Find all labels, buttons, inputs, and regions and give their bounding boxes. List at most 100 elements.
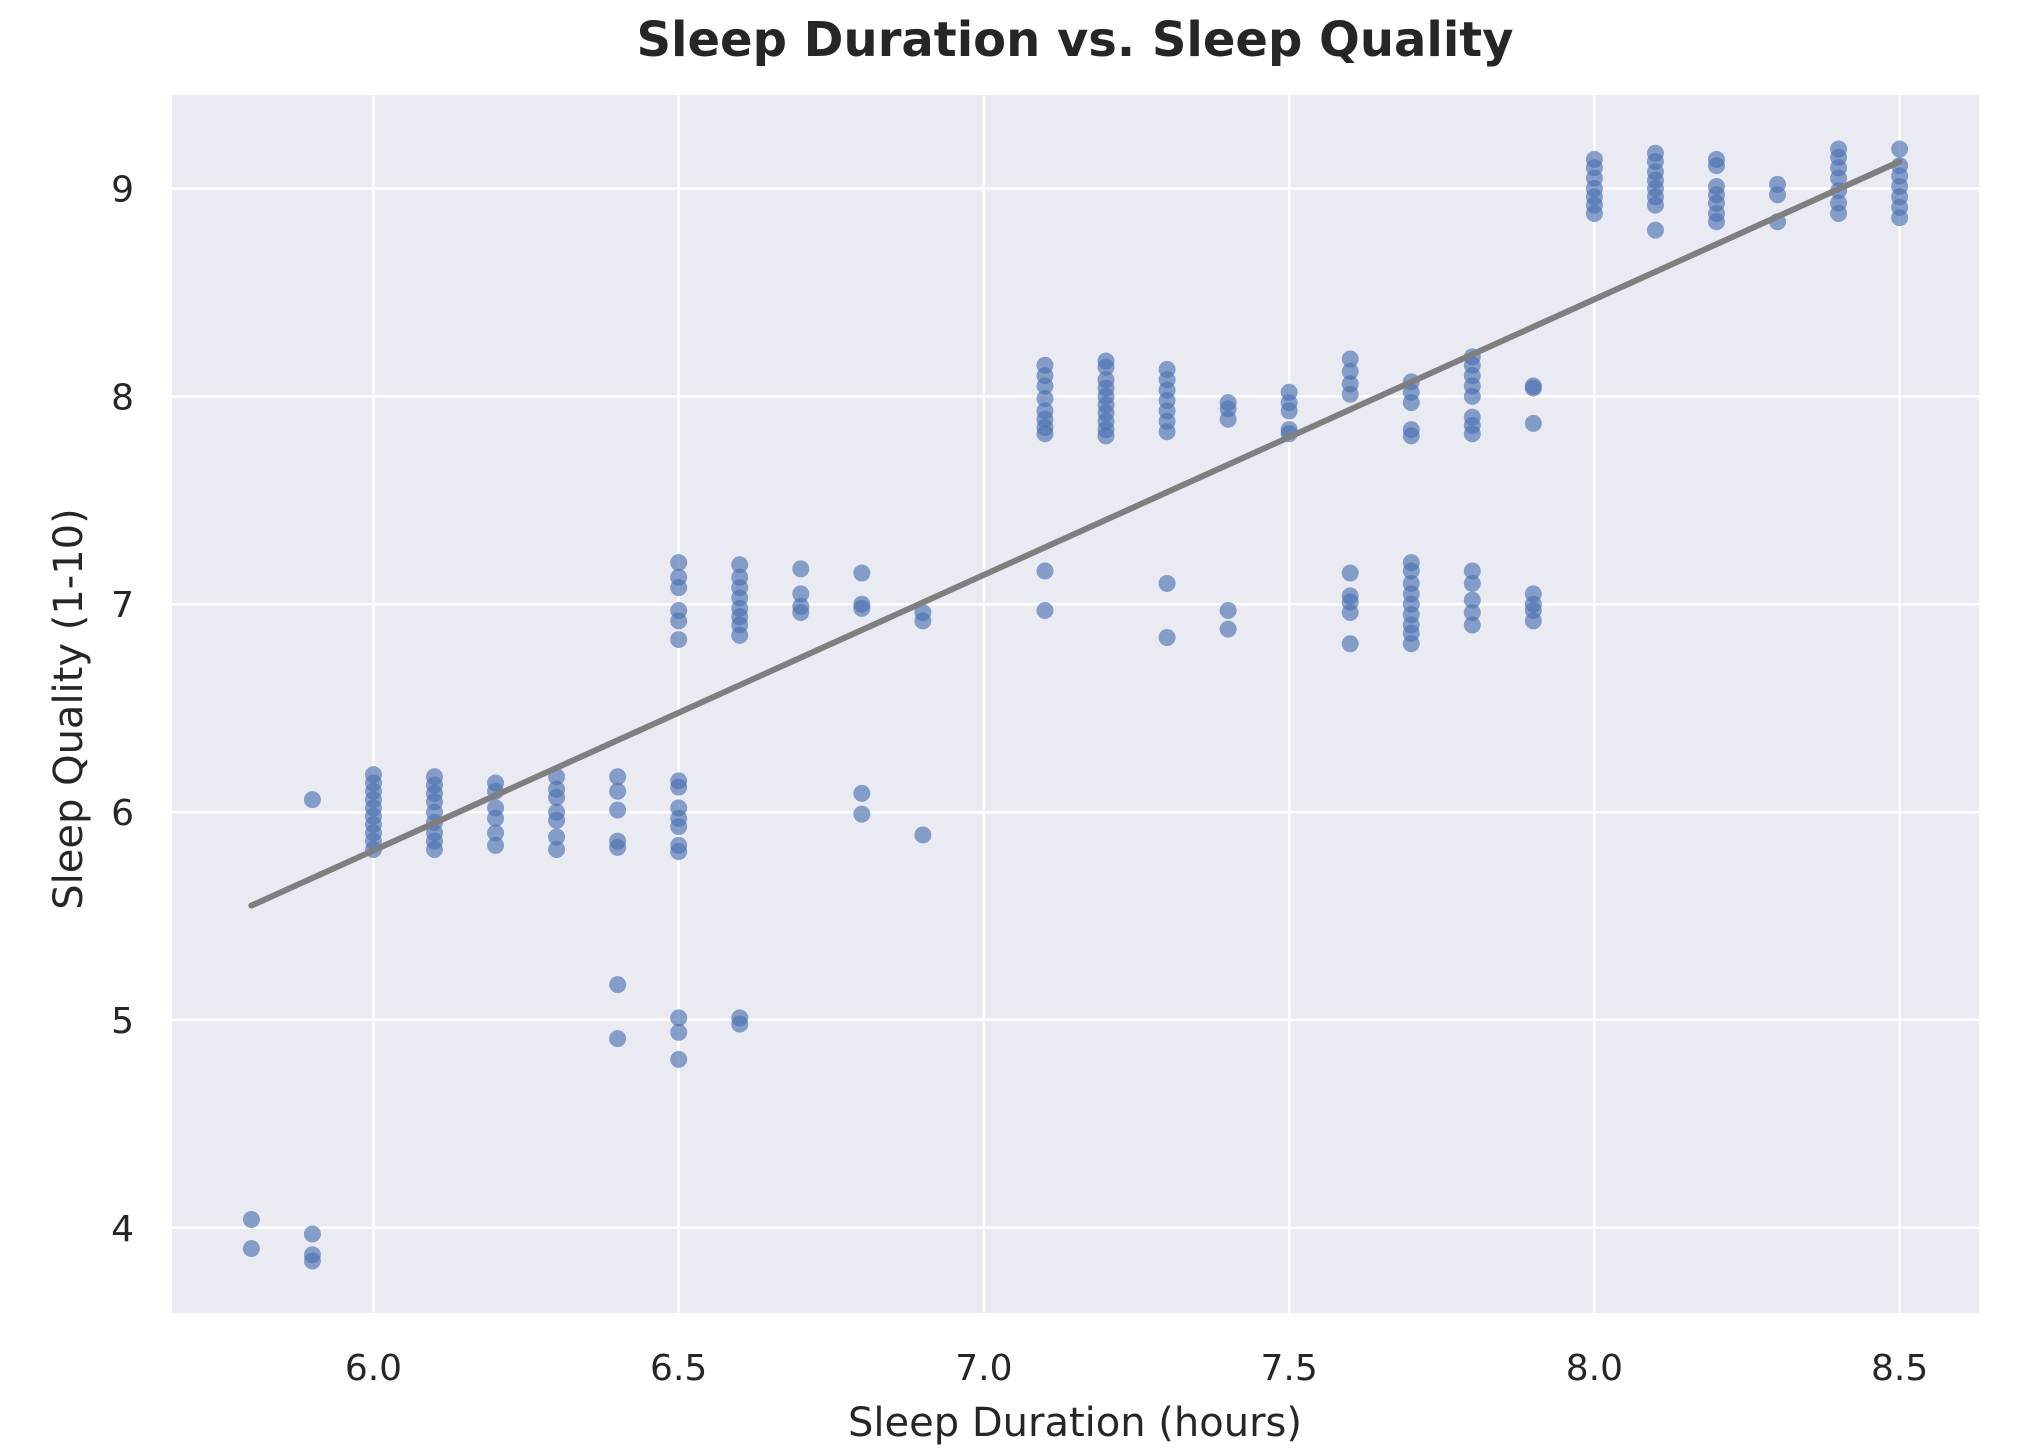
scatter-point [731, 1015, 749, 1033]
scatter-point [1463, 387, 1481, 405]
scatter-point [487, 836, 505, 854]
scatter-point [548, 840, 566, 858]
scatter-point [1891, 140, 1909, 158]
scatter-point [609, 782, 627, 800]
scatter-point [1036, 601, 1054, 619]
scatter-point [670, 612, 688, 630]
scatter-point [1036, 377, 1054, 395]
scatter-point [548, 811, 566, 829]
scatter-point [1280, 402, 1298, 420]
scatter-point [1585, 204, 1603, 222]
grid [172, 95, 1979, 1313]
scatter-point [1219, 601, 1237, 619]
scatter-points [242, 140, 1909, 1270]
scatter-point [1707, 157, 1725, 175]
scatter-point [670, 579, 688, 597]
scatter-point [1891, 209, 1909, 227]
x-tick-label: 8.0 [1566, 1348, 1623, 1389]
scatter-point [609, 976, 627, 994]
regression-line-group [248, 158, 1903, 909]
scatter-point [853, 784, 871, 802]
scatter-point [731, 556, 749, 574]
scatter-point [1402, 562, 1420, 580]
scatter-point [1769, 186, 1787, 204]
scatter-point [242, 1240, 260, 1258]
scatter-point [1341, 385, 1359, 403]
scatter-point [914, 612, 932, 630]
scatter-point [1463, 604, 1481, 622]
scatter-point [670, 554, 688, 572]
y-tick-label: 4 [111, 1209, 134, 1250]
scatter-point [853, 805, 871, 823]
scatter-point [1036, 562, 1054, 580]
scatter-point [303, 791, 321, 809]
scatter-point [609, 801, 627, 819]
scatter-point [487, 824, 505, 842]
scatter-point [670, 818, 688, 836]
scatter-point [487, 809, 505, 827]
x-tick-label: 6.5 [650, 1348, 707, 1389]
scatter-point [1524, 414, 1542, 432]
scatter-point [1524, 379, 1542, 397]
scatter-point [1341, 604, 1359, 622]
scatter-point [1097, 427, 1115, 445]
y-tick-label: 8 [111, 377, 134, 418]
scatter-point [609, 768, 627, 786]
scatter-point [1524, 612, 1542, 630]
scatter-point [1158, 574, 1176, 592]
scatter-point [731, 626, 749, 644]
y-axis-label: Sleep Quality (1-10) [46, 508, 92, 909]
scatter-point [853, 564, 871, 582]
plot-background [172, 95, 1979, 1313]
scatter-point [609, 1030, 627, 1048]
scatter-point [1341, 362, 1359, 380]
scatter-point [1219, 620, 1237, 638]
scatter-point [792, 585, 810, 603]
scatter-point [548, 789, 566, 807]
scatter-point [670, 631, 688, 649]
scatter-point [853, 599, 871, 617]
x-tick-label: 8.5 [1871, 1348, 1928, 1389]
x-tick-label: 7.5 [1261, 1348, 1318, 1389]
scatter-point [1402, 427, 1420, 445]
scatter-point [1158, 628, 1176, 646]
scatter-point [1463, 591, 1481, 609]
scatter-point [303, 1225, 321, 1243]
x-axis-ticks: 6.0 6.5 7.0 7.5 8.0 8.5 [345, 1348, 1928, 1389]
scatter-point [242, 1210, 260, 1228]
scatter-point [914, 826, 932, 844]
scatter-point [609, 838, 627, 856]
scatter-point [670, 1009, 688, 1027]
scatter-point [1219, 410, 1237, 428]
scatter-point [670, 843, 688, 861]
scatter-point [1707, 213, 1725, 231]
scatter-point [1341, 635, 1359, 653]
scatter-point [670, 1023, 688, 1041]
scatter-point [670, 1050, 688, 1068]
scatter-point [792, 560, 810, 578]
y-axis-ticks: 4 5 6 7 8 9 [111, 170, 134, 1250]
scatter-point [1097, 358, 1115, 376]
scatter-point [1830, 204, 1848, 222]
scatter-point [1341, 564, 1359, 582]
scatter-point [792, 604, 810, 622]
scatter-point [1158, 423, 1176, 441]
scatter-point [1036, 389, 1054, 407]
chart-title: Sleep Duration vs. Sleep Quality [636, 12, 1513, 68]
scatter-point [1463, 574, 1481, 592]
scatter-point [1036, 425, 1054, 443]
scatter-point [426, 840, 444, 858]
regression-line [248, 158, 1903, 909]
x-axis-label: Sleep Duration (hours) [848, 1400, 1302, 1446]
scatter-point [1463, 616, 1481, 634]
y-tick-label: 9 [111, 170, 134, 211]
scatter-point [1830, 169, 1848, 187]
scatter-point [1402, 394, 1420, 412]
y-tick-label: 7 [111, 585, 134, 626]
y-tick-label: 6 [111, 793, 134, 834]
scatter-point [1402, 635, 1420, 653]
scatter-point [1463, 562, 1481, 580]
scatter-point [1646, 221, 1664, 239]
scatter-point [548, 828, 566, 846]
